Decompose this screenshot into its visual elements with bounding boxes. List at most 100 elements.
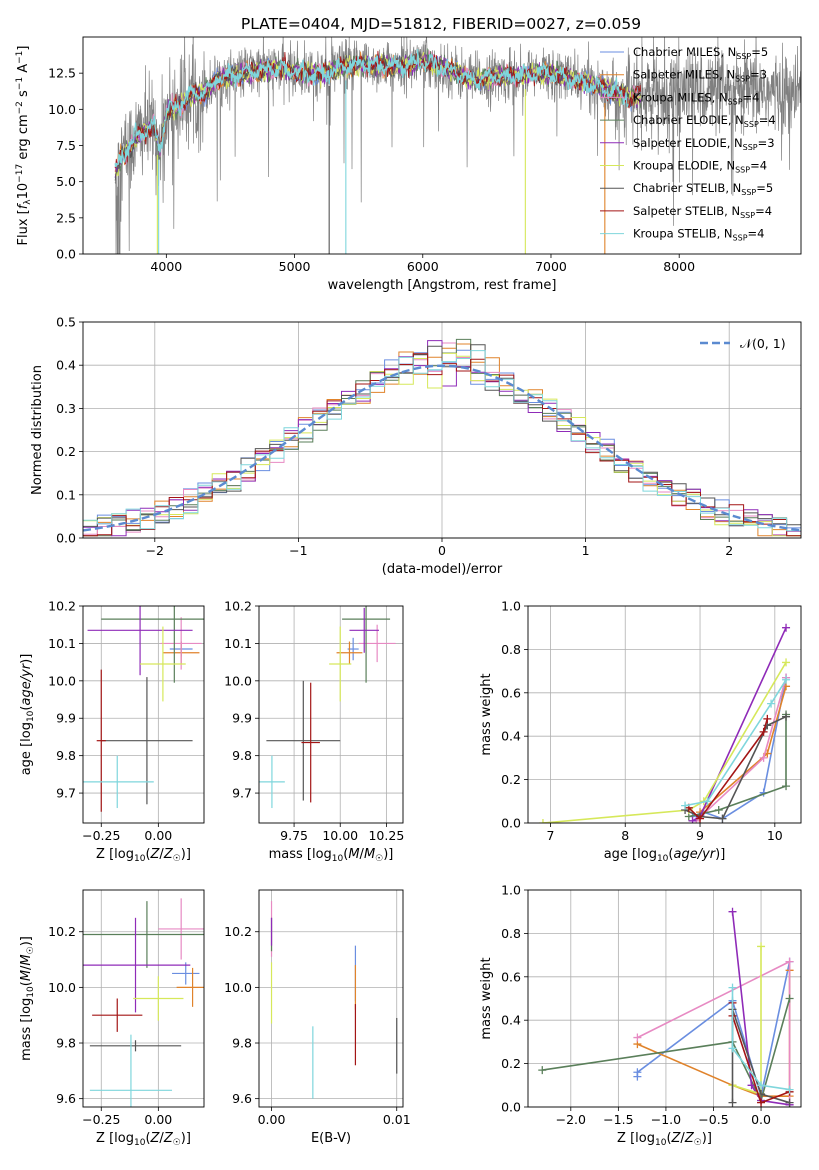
legend-label: Chabrier STELIB, NSSP=5 xyxy=(633,181,773,197)
axes-frame xyxy=(527,889,802,1108)
x-tick-label: 10.25 xyxy=(368,828,404,843)
y-tick-label: 0.4 xyxy=(501,729,521,744)
weight-marker xyxy=(747,1081,756,1090)
y-tick-label: 10.1 xyxy=(48,636,76,651)
weight-marker xyxy=(759,753,768,762)
errorbar-kroupa-stelib xyxy=(83,755,154,809)
weight-marker xyxy=(728,1098,737,1107)
axes-frame xyxy=(82,321,802,539)
errorbar-chabrier-miles xyxy=(172,962,200,985)
y-axis-label: Normed distribution xyxy=(30,365,45,495)
y-tick-label: 0.5 xyxy=(56,315,76,330)
residual-histogram-chabrier-stelib xyxy=(83,344,801,531)
legend-label: Salpeter MILES, NSSP=3 xyxy=(633,68,767,84)
errorbar-chabrier-elodie xyxy=(83,901,204,968)
figure-title: PLATE=0404, MJD=51812, FIBERID=0027, z=0… xyxy=(241,15,641,33)
errorbar-chabrier-stelib xyxy=(89,1040,182,1052)
y-tick-label: 0.3 xyxy=(56,401,76,416)
y-tick-label: 0.2 xyxy=(501,1056,521,1071)
x-axis-label: Z [log10(Z/Z☉)] xyxy=(96,847,191,864)
x-tick-label: 0.00 xyxy=(144,828,172,843)
y-tick-label: 0.8 xyxy=(501,642,521,657)
errorbar-chabrier-stelib xyxy=(101,677,193,805)
normal-curve xyxy=(83,364,801,532)
y-tick-label: 9.7 xyxy=(232,786,252,801)
x-axis-label: E(B-V) xyxy=(311,1131,351,1146)
x-axis-label: Z [log10(Z/Z☉)] xyxy=(96,1131,191,1148)
weight-marker xyxy=(782,712,791,721)
y-tick-label: 7.5 xyxy=(56,138,76,153)
errorbar-kroupa-miles xyxy=(358,624,396,663)
errorbar-chabrier-stelib xyxy=(266,680,341,801)
weight-marker xyxy=(728,983,737,992)
errorbar-chabrier-elodie xyxy=(101,606,204,683)
weight-marker xyxy=(718,814,727,823)
y-tick-label: 0.0 xyxy=(56,247,76,262)
legend-label: Kroupa STELIB, NSSP=4 xyxy=(633,227,764,243)
legend-label: Salpeter STELIB, NSSP=4 xyxy=(633,204,772,220)
errorbar-kroupa-miles xyxy=(158,898,204,960)
legend-label: Chabrier ELODIE, NSSP=4 xyxy=(633,113,776,129)
errorbar-salpeter-miles xyxy=(336,641,363,664)
weight-marker xyxy=(782,623,791,632)
plot-area xyxy=(83,898,204,1107)
x-tick-label: 8000 xyxy=(663,259,695,274)
model-spectrum-kroupa-stelib xyxy=(114,49,629,168)
y-tick-label: 0.6 xyxy=(501,685,521,700)
x-tick-label: −0.25 xyxy=(82,1112,120,1127)
panel-age-vs-z: −0.25 0.00 9.7 9.8 9.9 10.0 10.1 10.2 Z [log10(Z… xyxy=(19,599,205,864)
y-tick-label: 10.1 xyxy=(224,636,252,651)
plot-area xyxy=(83,606,204,812)
legend: 𝒩(0, 1) xyxy=(700,336,786,351)
axes-frame xyxy=(258,605,404,824)
plot-area xyxy=(114,37,801,254)
y-tick-label: 0.8 xyxy=(501,926,521,941)
x-tick-label: −0.5 xyxy=(698,1112,728,1127)
panel-mass-vs-ebv: 0.00 0.01 9.6 9.8 10.0 10.2 E(B-V) xyxy=(224,889,411,1146)
weight-series-kroupa-miles xyxy=(633,957,794,1107)
y-tick-label: 10.2 xyxy=(48,599,76,614)
weight-marker xyxy=(757,1081,766,1090)
weight-marker xyxy=(763,714,772,723)
weight-series-kroupa-elodie xyxy=(538,658,791,823)
weight-marker xyxy=(681,801,690,810)
legend-label: 𝒩(0, 1) xyxy=(740,336,786,351)
errorbar-kroupa-stelib xyxy=(259,755,285,809)
x-tick-label: 5000 xyxy=(279,259,311,274)
errorbar-salpeter-elodie xyxy=(83,917,191,1013)
y-tick-label: 12.5 xyxy=(48,66,76,81)
weight-marker xyxy=(714,805,723,814)
axes-frame xyxy=(258,889,404,1108)
weight-marker xyxy=(633,1068,642,1077)
plot-area xyxy=(538,907,794,1107)
errorbar-kroupa-elodie xyxy=(329,626,352,702)
weight-marker xyxy=(728,1044,737,1053)
x-tick-label: 0.0 xyxy=(751,1112,771,1127)
errorbar-kroupa-elodie xyxy=(140,626,186,702)
panel-age-vs-mass: 9.75 10.00 10.25 9.7 9.8 9.9 10.0 10.1 10.2 mass … xyxy=(224,599,404,865)
plot-area xyxy=(538,623,791,823)
x-tick-label: −1 xyxy=(289,543,307,558)
errorbar-salpeter-stelib xyxy=(301,682,320,803)
legend-label: Chabrier MILES, NSSP=5 xyxy=(633,45,768,61)
errorbar-kroupa-elodie xyxy=(133,976,184,1021)
weight-line-kroupa-stelib xyxy=(684,679,787,807)
weight-marker xyxy=(782,675,791,684)
y-tick-label: 10.2 xyxy=(224,924,252,939)
y-tick-label: 9.8 xyxy=(232,748,252,763)
y-tick-label: 10.0 xyxy=(224,673,252,688)
weight-line-kroupa-stelib xyxy=(731,987,790,1091)
y-axis-label: age [log10(age/yr)] xyxy=(19,654,36,776)
y-tick-label: 9.7 xyxy=(56,786,76,801)
y-tick-label: 9.8 xyxy=(56,748,76,763)
y-tick-label: 9.8 xyxy=(56,1036,76,1051)
x-tick-label: 9.75 xyxy=(280,828,308,843)
y-tick-label: 0.1 xyxy=(56,487,76,502)
weight-marker xyxy=(538,1066,547,1075)
panel-weight-vs-z: −2.0 −1.5 −1.0 −0.5 0.0 0.0 0.2 0.4 0.6 0.8 1.0 Z [… xyxy=(479,883,802,1148)
errorbar-chabrier-elodie xyxy=(342,606,391,683)
x-tick-label: 0.00 xyxy=(144,1112,172,1127)
x-tick-label: −2.0 xyxy=(556,1112,586,1127)
panel-mass-vs-z: −0.25 0.00 9.6 9.8 10.0 10.2 Z [log10(Z/Z☉)] ma… xyxy=(19,889,205,1148)
y-tick-label: 10.0 xyxy=(224,980,252,995)
